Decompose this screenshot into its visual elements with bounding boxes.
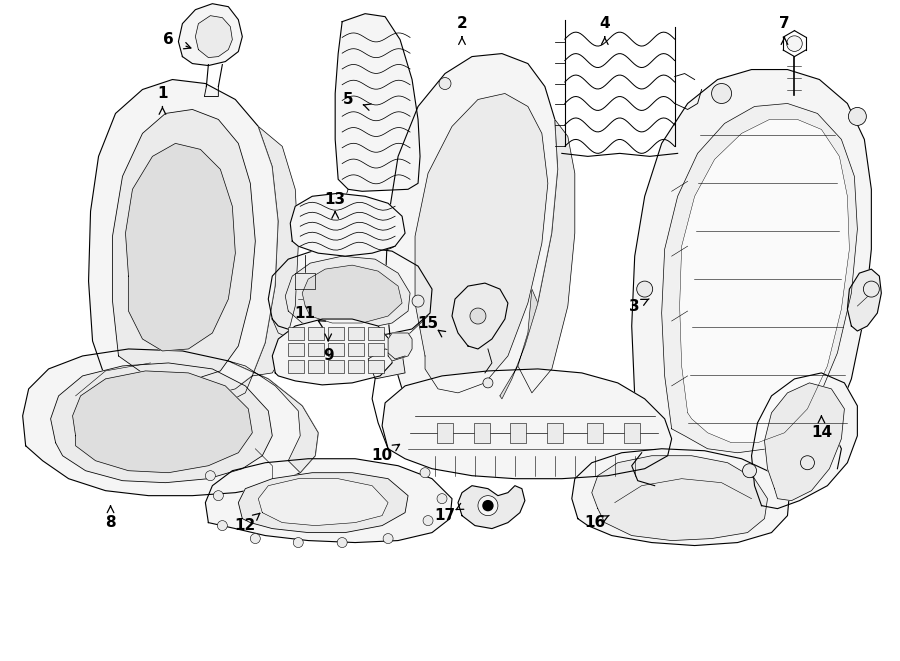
Polygon shape: [258, 479, 388, 525]
Polygon shape: [229, 361, 319, 473]
Text: 11: 11: [294, 305, 316, 321]
Bar: [368, 360, 384, 373]
Polygon shape: [632, 69, 871, 476]
Polygon shape: [285, 256, 410, 329]
Bar: [348, 360, 364, 373]
Circle shape: [437, 494, 447, 504]
Polygon shape: [50, 363, 273, 483]
Polygon shape: [335, 14, 420, 191]
Polygon shape: [88, 79, 278, 399]
Polygon shape: [273, 319, 392, 385]
Polygon shape: [22, 349, 319, 496]
Text: 3: 3: [629, 299, 640, 313]
Bar: [328, 344, 344, 356]
Text: 13: 13: [325, 192, 346, 207]
Bar: [308, 344, 324, 356]
Circle shape: [205, 471, 215, 481]
Bar: [510, 423, 526, 443]
Bar: [328, 360, 344, 373]
Polygon shape: [105, 376, 252, 413]
Text: 6: 6: [163, 32, 174, 47]
Text: 2: 2: [456, 16, 467, 31]
Polygon shape: [764, 383, 844, 500]
Circle shape: [849, 108, 867, 126]
Polygon shape: [572, 449, 789, 545]
Circle shape: [338, 537, 347, 547]
Bar: [547, 423, 562, 443]
Circle shape: [439, 77, 451, 89]
Polygon shape: [368, 349, 405, 379]
Bar: [328, 327, 344, 340]
Text: 16: 16: [584, 515, 606, 530]
Polygon shape: [290, 193, 405, 256]
Polygon shape: [238, 473, 408, 533]
Circle shape: [483, 378, 493, 388]
Polygon shape: [452, 283, 508, 349]
Circle shape: [293, 537, 303, 547]
Bar: [308, 360, 324, 373]
Bar: [348, 344, 364, 356]
Circle shape: [218, 521, 228, 531]
Polygon shape: [295, 273, 315, 289]
Text: 7: 7: [779, 16, 790, 31]
Polygon shape: [680, 120, 850, 443]
Circle shape: [412, 295, 424, 307]
Text: 4: 4: [599, 16, 610, 31]
Polygon shape: [205, 459, 452, 543]
Bar: [368, 327, 384, 340]
Polygon shape: [752, 373, 858, 508]
Bar: [348, 327, 364, 340]
Polygon shape: [415, 93, 548, 393]
Polygon shape: [195, 16, 232, 58]
Text: 14: 14: [811, 425, 832, 440]
Polygon shape: [518, 120, 575, 393]
Circle shape: [483, 500, 493, 510]
Bar: [288, 327, 304, 340]
Circle shape: [478, 496, 498, 516]
Polygon shape: [178, 4, 242, 65]
Polygon shape: [592, 455, 768, 541]
Bar: [587, 423, 603, 443]
Circle shape: [863, 281, 879, 297]
Text: 12: 12: [235, 518, 256, 533]
Polygon shape: [500, 289, 538, 399]
Circle shape: [470, 308, 486, 324]
Circle shape: [250, 533, 260, 543]
Polygon shape: [268, 246, 432, 337]
Polygon shape: [112, 110, 256, 379]
Text: 5: 5: [343, 92, 354, 107]
Circle shape: [800, 455, 814, 470]
Text: 10: 10: [372, 448, 392, 463]
Text: 17: 17: [435, 508, 455, 523]
Polygon shape: [385, 54, 558, 409]
Bar: [437, 423, 453, 443]
Circle shape: [712, 83, 732, 104]
Bar: [368, 344, 384, 356]
Circle shape: [636, 281, 652, 297]
Polygon shape: [662, 104, 858, 453]
Text: 15: 15: [418, 315, 438, 330]
Bar: [624, 423, 640, 443]
Circle shape: [383, 533, 393, 543]
Polygon shape: [458, 486, 525, 529]
Bar: [474, 423, 490, 443]
Polygon shape: [848, 269, 881, 331]
Text: 9: 9: [323, 348, 334, 364]
Text: 1: 1: [158, 86, 167, 101]
Circle shape: [787, 36, 802, 52]
Polygon shape: [302, 265, 402, 323]
Polygon shape: [388, 333, 412, 361]
Circle shape: [213, 490, 223, 500]
Polygon shape: [73, 371, 252, 473]
Polygon shape: [125, 143, 235, 351]
Bar: [288, 360, 304, 373]
Bar: [308, 327, 324, 340]
Circle shape: [742, 464, 757, 478]
Text: 8: 8: [105, 515, 116, 530]
Circle shape: [423, 516, 433, 525]
Circle shape: [420, 468, 430, 478]
Polygon shape: [382, 369, 671, 479]
Polygon shape: [252, 126, 298, 376]
Bar: [288, 344, 304, 356]
